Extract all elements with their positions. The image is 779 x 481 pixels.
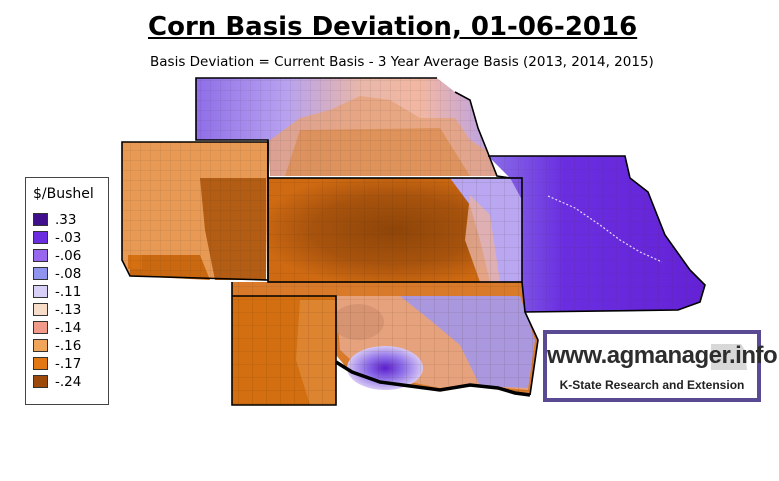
legend-swatch	[33, 267, 48, 280]
legend-swatch	[33, 285, 48, 298]
map-title: Corn Basis Deviation, 01-06-2016	[148, 12, 638, 42]
legend: $/Bushel .33 -.03 -.06 -.08 -.11 -.13 -.…	[25, 177, 109, 405]
legend-item: -.14	[33, 320, 107, 336]
legend-swatch	[33, 321, 48, 334]
legend-item: -.08	[33, 266, 107, 282]
legend-swatch	[33, 357, 48, 370]
legend-item: .33	[33, 212, 107, 228]
legend-swatch	[33, 249, 48, 262]
map-subtitle: Basis Deviation = Current Basis - 3 Year…	[150, 54, 654, 70]
legend-label: -.14	[55, 320, 82, 336]
legend-item: -.11	[33, 284, 107, 300]
red-river-border	[335, 360, 531, 397]
legend-item: -.13	[33, 302, 107, 318]
legend-label: -.16	[55, 338, 82, 354]
legend-swatch	[33, 303, 48, 316]
legend-label: -.03	[55, 230, 82, 246]
legend-title: $/Bushel	[33, 186, 94, 202]
legend-label: -.08	[55, 266, 82, 282]
legend-item: -.17	[33, 356, 107, 372]
agmanager-logo[interactable]: www.agmanager.info K-State Research and …	[543, 330, 778, 402]
legend-swatch	[33, 231, 48, 244]
logo-url-text: www.agmanager.info	[547, 342, 778, 369]
legend-label: -.13	[55, 302, 82, 318]
legend-swatch	[33, 375, 48, 388]
logo-org-text: K-State Research and Extension	[559, 378, 745, 392]
legend-label: -.06	[55, 248, 82, 264]
legend-label: -.24	[55, 374, 82, 390]
legend-swatch	[33, 339, 48, 352]
legend-item: -.16	[33, 338, 107, 354]
legend-swatch	[33, 213, 48, 226]
legend-label: -.17	[55, 356, 82, 372]
legend-label: -.11	[55, 284, 82, 300]
legend-item: -.24	[33, 374, 107, 390]
logo-panel: www.agmanager.info K-State Research and …	[547, 334, 778, 398]
legend-item: -.03	[33, 230, 107, 246]
legend-label: .33	[55, 212, 77, 228]
kansas-state-icon	[711, 344, 747, 370]
legend-item: -.06	[33, 248, 107, 264]
